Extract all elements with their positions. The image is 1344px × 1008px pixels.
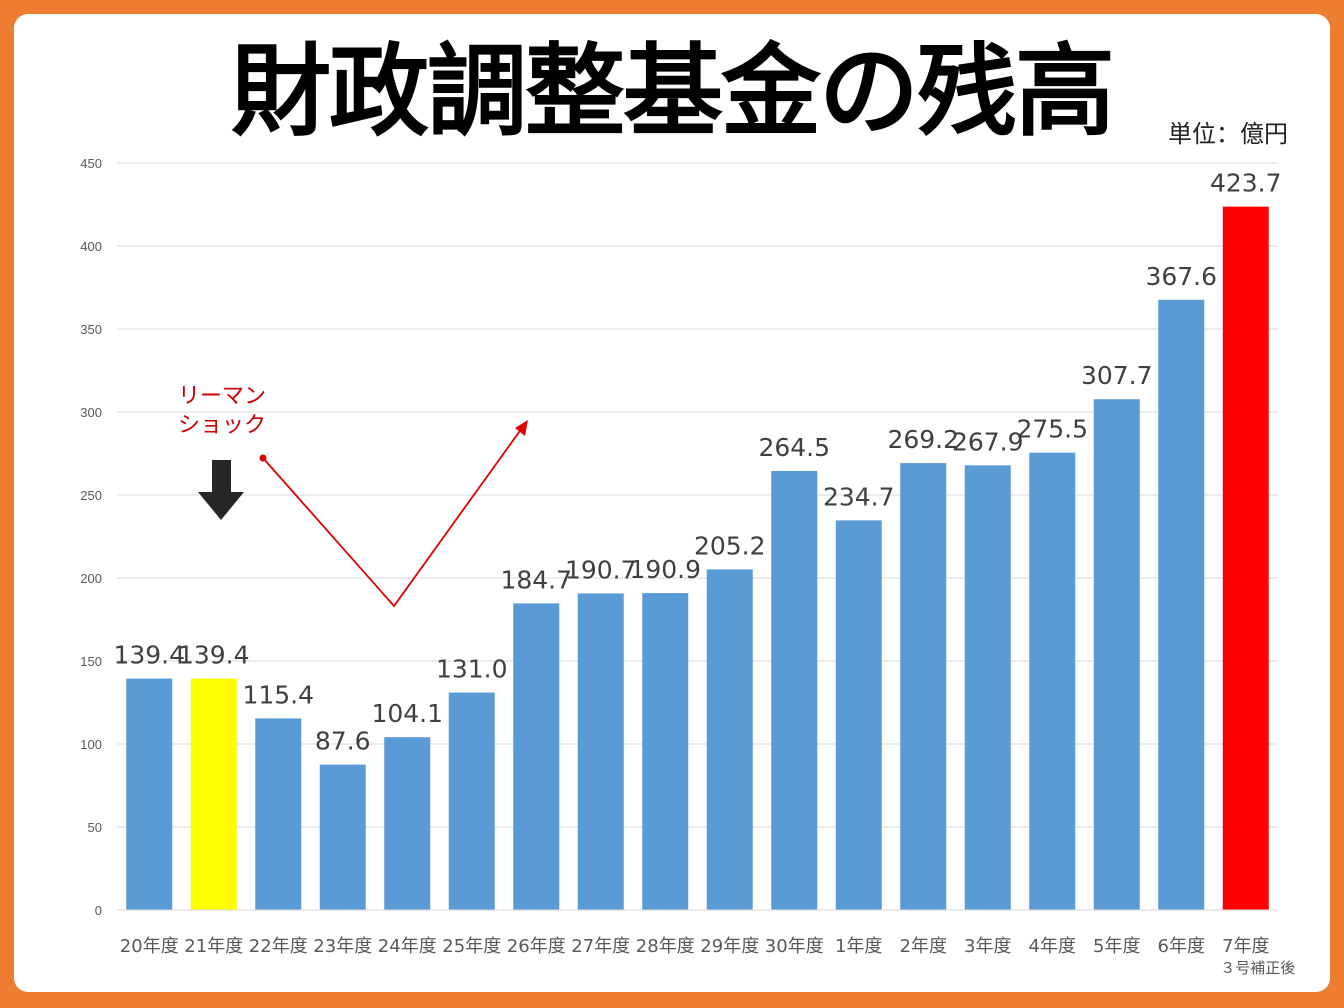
down-arrow-icon — [198, 460, 244, 520]
data-label: 423.7 — [1210, 169, 1282, 198]
x-tick-label: 25年度 — [442, 936, 501, 957]
unit-label: 単位：億円 — [1168, 120, 1288, 148]
x-tick-label: 5年度 — [1093, 936, 1140, 957]
data-label: 275.5 — [1016, 415, 1088, 444]
data-label: 190.9 — [629, 555, 701, 584]
bar — [771, 470, 818, 910]
data-label: 139.4 — [113, 641, 185, 670]
data-label: 367.6 — [1145, 262, 1217, 291]
data-label: 264.5 — [758, 433, 830, 462]
y-tick-label: 200 — [80, 571, 102, 586]
bar — [642, 593, 689, 910]
x-tick-label: 28年度 — [636, 936, 695, 957]
y-tick-label: 300 — [80, 405, 102, 420]
y-tick-label: 450 — [80, 156, 102, 171]
bar — [1029, 452, 1076, 910]
data-label: 184.7 — [500, 565, 572, 594]
y-tick-label: 0 — [95, 903, 102, 918]
x-tick-label: 26年度 — [507, 936, 566, 957]
chart-title: 財政調整基金の残高 — [231, 33, 1115, 150]
bar — [319, 764, 366, 910]
annotation-line1: リーマン — [178, 384, 266, 409]
bar — [1158, 299, 1205, 910]
y-tick-label: 50 — [88, 820, 102, 835]
data-label: 307.7 — [1081, 361, 1153, 390]
x-tick-label: 30年度 — [765, 936, 824, 957]
data-label: 234.7 — [823, 482, 895, 511]
x-tick-sublabel: ３号補正後 — [1220, 959, 1295, 977]
x-tick-label: 20年度 — [120, 936, 179, 957]
bar — [384, 737, 431, 910]
data-label: 104.1 — [371, 699, 443, 728]
x-tick-label: 2年度 — [900, 936, 947, 957]
bar — [964, 465, 1011, 910]
y-tick-label: 150 — [80, 654, 102, 669]
trend-line — [262, 427, 523, 608]
y-tick-label: 400 — [80, 239, 102, 254]
bar — [577, 593, 624, 910]
data-label: 269.2 — [887, 425, 959, 454]
bar — [900, 463, 947, 910]
y-tick-label: 100 — [80, 737, 102, 752]
x-tick-label: 6年度 — [1158, 936, 1205, 957]
data-label: 139.4 — [178, 641, 250, 670]
x-tick-label: 7年度 — [1222, 936, 1269, 957]
x-tick-label: 21年度 — [184, 936, 243, 957]
bar — [448, 692, 495, 910]
annotation-line2: ショック — [178, 413, 266, 438]
data-label: 131.0 — [436, 655, 508, 684]
data-label: 205.2 — [694, 531, 766, 560]
y-tick-label: 250 — [80, 488, 102, 503]
bar — [835, 520, 882, 910]
bar — [126, 678, 173, 910]
data-label: 87.6 — [315, 727, 371, 756]
bar — [1093, 399, 1140, 910]
x-tick-label: 3年度 — [964, 936, 1011, 957]
data-label: 267.9 — [952, 427, 1024, 456]
x-tick-label: 1年度 — [835, 936, 882, 957]
x-tick-label: 24年度 — [378, 936, 437, 957]
x-tick-label: 23年度 — [313, 936, 372, 957]
data-label: 190.7 — [565, 555, 637, 584]
x-tick-label: 22年度 — [249, 936, 308, 957]
x-tick-label: 27年度 — [571, 936, 630, 957]
bar — [1222, 206, 1269, 910]
data-label: 115.4 — [242, 680, 314, 709]
x-tick-label: 29年度 — [700, 936, 759, 957]
bar — [513, 603, 560, 910]
trend-arrowhead-icon — [515, 420, 528, 436]
bar — [190, 678, 237, 910]
y-tick-label: 350 — [80, 322, 102, 337]
bar — [255, 718, 302, 910]
bar — [706, 569, 753, 910]
x-tick-label: 4年度 — [1029, 936, 1076, 957]
